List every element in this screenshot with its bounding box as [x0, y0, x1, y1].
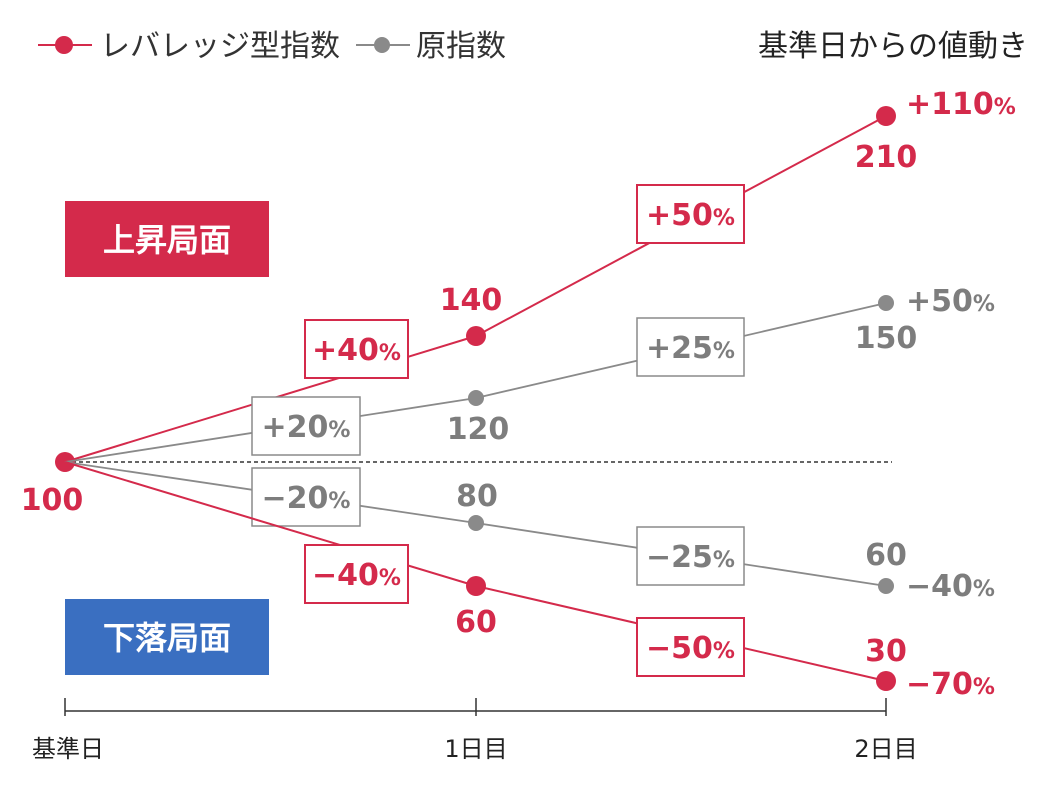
change-label-orig_down-0: −20%	[262, 481, 351, 516]
change-label-lev_up-0-unit: %	[379, 341, 401, 366]
x-tick-label-1: 1日目	[444, 735, 507, 763]
data-point-lev_up-1	[466, 326, 486, 346]
change-label-orig_up-1-unit: %	[713, 339, 735, 364]
change-box-lev_up-1	[636, 184, 745, 244]
change-label-orig_down-1-unit: %	[713, 548, 735, 573]
change-box-orig_down-0	[251, 467, 361, 527]
value-label-lev_up-1: 140	[440, 283, 503, 318]
phase-down-label: 下落局面	[103, 619, 231, 657]
series-layer: +40%+50%100140210+110%+20%+25%120150+50%…	[21, 87, 1016, 702]
value-label-orig_down-1: 80	[456, 479, 498, 514]
change-box-orig_up-0	[251, 396, 361, 456]
value-label-orig_up-1: 120	[447, 412, 510, 447]
phase-up-label: 上昇局面	[103, 221, 231, 259]
total-change-lev_down-unit: %	[973, 675, 995, 700]
total-change-lev_down: −70%	[906, 667, 995, 702]
total-change-lev_up-unit: %	[994, 95, 1016, 120]
x-axis: 基準日 1日目 2日目	[32, 698, 918, 763]
legend-label-original: 原指数	[416, 29, 506, 64]
data-point-orig_down-2	[878, 578, 894, 594]
corner-label: 基準日からの値動き	[758, 29, 1028, 64]
data-point-lev_up-2	[876, 106, 896, 126]
change-box-lev_up-0	[304, 319, 409, 379]
total-change-orig_down: −40%	[906, 569, 995, 604]
x-tick-label-2: 2日目	[854, 735, 917, 763]
x-tick-label-0: 基準日	[32, 735, 104, 763]
value-label-orig_up-2: 150	[855, 321, 918, 356]
value-label-lev_down-1: 60	[455, 605, 497, 640]
data-point-lev_down-1	[466, 576, 486, 596]
legend: レバレッジ型指数 原指数	[38, 29, 506, 64]
change-label-orig_down-0-unit: %	[328, 489, 350, 514]
value-label-lev_down-2: 30	[865, 634, 907, 669]
change-box-lev_down-0	[304, 544, 409, 604]
phase-down-box	[65, 599, 269, 675]
legend-label-leveraged: レバレッジ型指数	[100, 29, 340, 64]
total-change-lev_up: +110%	[906, 87, 1016, 122]
total-change-orig_up-unit: %	[973, 292, 995, 317]
data-point-orig_up-1	[468, 390, 484, 406]
phase-up-box	[65, 201, 269, 277]
total-change-orig_up: +50%	[906, 284, 995, 319]
change-box-orig_up-1	[636, 317, 745, 377]
data-point-orig_down-1	[468, 515, 484, 531]
change-label-lev_up-1-unit: %	[713, 206, 735, 231]
data-point-lev_down-2	[876, 671, 896, 691]
value-label-lev_up-0: 100	[21, 483, 84, 518]
change-label-lev_down-1-unit: %	[713, 639, 735, 664]
legend-marker-leveraged	[55, 36, 73, 54]
value-label-orig_down-2: 60	[865, 538, 907, 573]
data-point-orig_up-2	[878, 295, 894, 311]
value-label-lev_up-2: 210	[855, 140, 918, 175]
change-box-orig_down-1	[636, 526, 745, 586]
change-box-lev_down-1	[636, 617, 745, 677]
change-label-orig_up-0-unit: %	[328, 418, 350, 443]
change-label-lev_down-0-unit: %	[379, 566, 401, 591]
legend-marker-original	[374, 37, 390, 53]
total-change-orig_down-unit: %	[973, 577, 995, 602]
